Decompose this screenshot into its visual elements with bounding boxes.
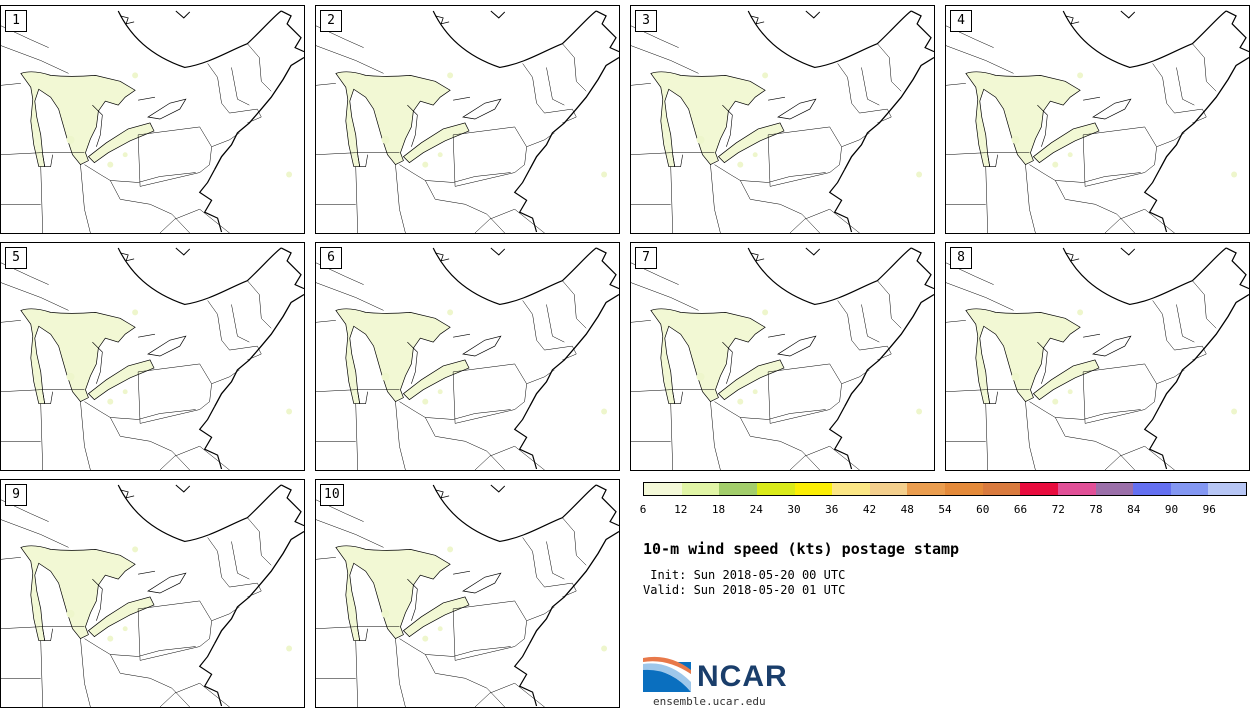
map-outline [316, 247, 619, 470]
colorbar-segment [719, 483, 757, 495]
map-outline [946, 10, 1249, 233]
colorbar-segment [1057, 483, 1096, 495]
colorbar-tick-label: 18 [711, 503, 726, 516]
member-label: 3 [635, 10, 657, 32]
init-time: Init: Sun 2018-05-20 00 UTC [643, 568, 846, 582]
map-outline [1, 484, 304, 707]
valid-time: Valid: Sun 2018-05-20 01 UTC [643, 583, 846, 597]
member-label: 4 [950, 10, 972, 32]
colorbar-segment [1095, 483, 1134, 495]
ensemble-member-panel: 7 [630, 242, 935, 471]
colorbar-tick-label: 66 [1013, 503, 1028, 516]
member-label: 5 [5, 247, 27, 269]
colorbar-tick-label: 24 [749, 503, 763, 516]
colorbar-tick-label: 96 [1202, 503, 1216, 516]
map-outline [316, 10, 619, 233]
ensemble-member-panel: 4 [945, 5, 1250, 234]
colorbar-tick-label: 60 [976, 503, 990, 516]
colorbar-tick-label: 36 [825, 503, 839, 516]
ensemble-member-panel: 10 [315, 479, 620, 708]
map-outline [631, 10, 934, 233]
colorbar-segment [1170, 483, 1209, 495]
ensemble-member-panel: 8 [945, 242, 1250, 471]
map-outline [1, 247, 304, 470]
colorbar-tick-label: 48 [900, 503, 914, 516]
map-outline [316, 484, 619, 707]
member-label: 6 [320, 247, 342, 269]
member-label: 8 [950, 247, 972, 269]
colorbar-tick-label: 6 [639, 503, 647, 516]
colorbar-segment [982, 483, 1021, 495]
map-outline [1, 10, 304, 233]
colorbar-segment [1133, 483, 1171, 495]
colorbar-tick-label: 78 [1089, 503, 1103, 516]
colorbar-segment [644, 483, 682, 495]
colorbar-segment [832, 483, 870, 495]
map-outline [631, 247, 934, 470]
colorbar-tick-label: 54 [938, 503, 952, 516]
ncar-logo-icon [643, 656, 691, 692]
member-label: 1 [5, 10, 27, 32]
ensemble-member-panel: 1 [0, 5, 305, 234]
ensemble-member-panel: 6 [315, 242, 620, 471]
colorbar-segment [1208, 483, 1246, 495]
ensemble-member-panel: 2 [315, 5, 620, 234]
colorbar-segment [1020, 483, 1058, 495]
colorbar-tick-label: 12 [674, 503, 688, 516]
colorbar-segment [681, 483, 720, 495]
ensemble-member-panel: 9 [0, 479, 305, 708]
member-label: 9 [5, 484, 27, 506]
member-label: 2 [320, 10, 342, 32]
ensemble-member-panel: 3 [630, 5, 935, 234]
colorbar-segment [945, 483, 983, 495]
colorbar-tick-label: 90 [1164, 503, 1179, 516]
logo-url: ensemble.ucar.edu [653, 695, 766, 708]
ensemble-member-panel: 5 [0, 242, 305, 471]
member-label: 10 [320, 484, 344, 506]
figure-title: 10-m wind speed (kts) postage stamp [643, 540, 960, 558]
colorbar-tick-label: 42 [862, 503, 877, 516]
colorbar-segment [794, 483, 833, 495]
colorbar-tick-label: 30 [787, 503, 801, 516]
colorbar-segment [869, 483, 908, 495]
wind-speed-colorbar [643, 482, 1247, 496]
colorbar-tick-label: 72 [1051, 503, 1065, 516]
colorbar-segment [756, 483, 795, 495]
logo-wordmark: NCAR [697, 660, 788, 693]
colorbar-tick-label: 84 [1127, 503, 1141, 516]
colorbar-segment [907, 483, 945, 495]
map-outline [946, 247, 1249, 470]
member-label: 7 [635, 247, 657, 269]
